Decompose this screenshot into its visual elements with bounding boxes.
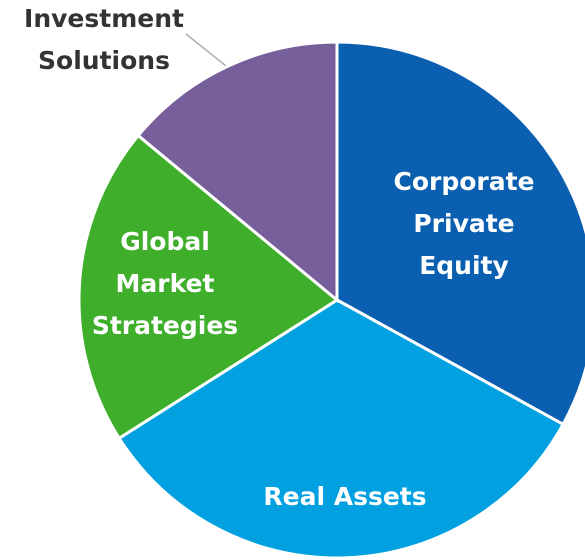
pie-slice [117,298,566,560]
leader-line [185,33,227,67]
slice-label: Real Assets [263,482,426,511]
slice-label: Corporate Private Equity [393,167,534,280]
pie-slice [335,40,585,427]
slice-label: Global Market Strategies [92,227,238,340]
slice-label: Investment Solutions [24,4,184,75]
pie-slice [77,133,340,441]
pie-slice [136,40,339,304]
